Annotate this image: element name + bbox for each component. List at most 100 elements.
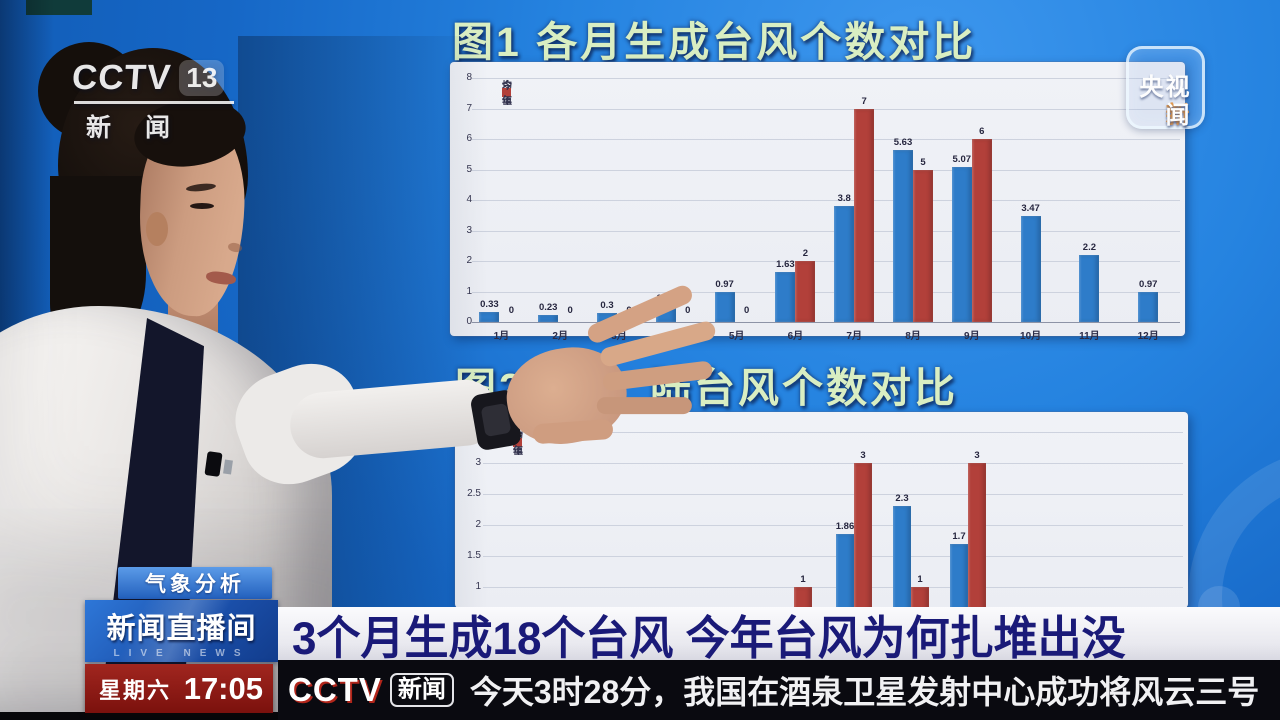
chart1-bar-value-mean-7月: 3.8 xyxy=(837,193,851,205)
chart1-ytick-label: 4 xyxy=(448,194,472,205)
chart2-bar-year-6月 xyxy=(794,587,812,608)
microphone-clip xyxy=(223,459,233,475)
chart1-bar-value-mean-6月: 1.63 xyxy=(776,259,795,271)
chart2-ytick-label: 1 xyxy=(457,581,481,592)
chart1-monthly-generated-typhoons: 012345678均值今年0.3301月0.2302月0.303月0.5304月… xyxy=(448,62,1185,342)
chart1-ytick-label: 3 xyxy=(448,225,472,236)
chart1-bar-value-year-3月: 0 xyxy=(626,305,632,316)
datetime-badge: 星期六 17:05 xyxy=(85,664,273,713)
lapel-microphone xyxy=(204,451,223,477)
chart1-bar-mean-12月 xyxy=(1138,292,1159,322)
chart1-bar-value-year-2月: 0 xyxy=(567,305,573,316)
chart1-bar-mean-1月 xyxy=(479,311,500,322)
chart2-gridline xyxy=(483,556,1183,557)
chart1-bar-mean-8月 xyxy=(893,150,913,322)
chart1-title: 图1 各月生成台风个数对比 xyxy=(452,19,977,65)
news-ticker: CCTV 新闻 今天3时28分，我国在酒泉卫星发射中心成功将风云三号 xyxy=(278,660,1280,720)
news-tag-box: 新闻 xyxy=(389,673,454,707)
headline-text: 3个月生成18个台风 今年台风为何扎堆出没 xyxy=(292,612,1126,660)
chart2-bar-value-year-8月: 1 xyxy=(917,574,923,585)
chart1-ytick-label: 2 xyxy=(448,255,472,266)
chart2-title-suffix: 陆台风个数对比 xyxy=(650,365,958,411)
chart1-bar-value-mean-1月: 0.33 xyxy=(480,298,499,310)
chart1-gridline xyxy=(472,261,1180,262)
chart1-gridline xyxy=(472,322,1180,323)
chart1-xtick-label: 7月 xyxy=(846,331,862,342)
chart1-gridline xyxy=(472,169,1180,171)
chart1-bar-mean-11月 xyxy=(1079,254,1100,322)
chart1-gridline xyxy=(472,108,1180,110)
chart1-bar-value-year-5月: 0 xyxy=(743,305,750,316)
chart2-gridline xyxy=(483,432,1183,433)
chart1-ytick-label: 8 xyxy=(448,72,472,83)
chart1-bar-mean-9月 xyxy=(951,167,972,322)
chart1-gridline xyxy=(472,139,1180,140)
presenter-eyebrow xyxy=(185,182,217,193)
chart1-bar-value-mean-10月: 3.47 xyxy=(1021,203,1040,215)
presenter-hair-back xyxy=(50,176,146,344)
cctv13-channel-logo: CCTV 13 新闻 xyxy=(70,58,262,148)
program-badge: 新闻直播间 LIVE NEWS xyxy=(85,600,278,662)
chart1-ytick-label: 5 xyxy=(448,164,472,175)
ticker-text: 今天3时28分，我国在酒泉卫星发射中心成功将风云三号 xyxy=(469,674,1260,710)
chart1-bar-value-mean-4月: 0.53 xyxy=(656,292,676,304)
chart1-bar-mean-7月 xyxy=(834,206,855,322)
chart1-xtick-label: 9月 xyxy=(964,331,980,342)
chart2-ytick-label: 3 xyxy=(457,457,481,468)
chart2-ytick-label: 2 xyxy=(457,519,481,530)
chart1-xtick-label: 12月 xyxy=(1137,331,1159,342)
yangshi-news-watermark: 央视 新闻 xyxy=(1126,46,1205,129)
weekday-label: 星期六 xyxy=(99,677,172,703)
chart1-bar-year-7月 xyxy=(854,108,875,322)
chart1-xtick-label: 1月 xyxy=(493,331,510,342)
chart1-xtick-label: 8月 xyxy=(905,331,921,342)
chart1-bar-value-year-4月: 0 xyxy=(685,305,691,316)
chart1-gridline xyxy=(472,78,1180,79)
watermark-char-wen: 闻 xyxy=(1165,101,1192,129)
cctv-wordmark: CCTV xyxy=(70,58,173,97)
legend-label: 今年 xyxy=(513,431,523,457)
watermark-char-xin: 新 xyxy=(1165,101,1192,129)
chart2-gridline xyxy=(483,463,1183,464)
topic-badge: 气象分析 xyxy=(118,567,272,599)
program-name: 新闻直播间 xyxy=(106,613,257,645)
chart1-ytick-label: 1 xyxy=(448,286,472,297)
chart2-bar-value-mean-8月: 2.3 xyxy=(895,493,909,505)
chart1-bar-value-mean-11月: 2.2 xyxy=(1082,241,1096,253)
edge-vignette xyxy=(0,0,54,720)
presenter-ear xyxy=(146,212,168,246)
chart1-xtick-label: 10月 xyxy=(1020,331,1042,342)
chart2-bar-value-mean-9月: 1.7 xyxy=(952,530,966,542)
logo-underline xyxy=(74,101,234,104)
chart1-bar-value-mean-5月: 0.97 xyxy=(715,279,734,291)
chart1-xtick-label: 6月 xyxy=(787,331,804,342)
chart2-bar-year-7月 xyxy=(854,463,872,608)
channel-subtitle: 新闻 xyxy=(86,114,205,142)
chart1-gridline xyxy=(472,230,1180,232)
chart1-xtick-label: 4月 xyxy=(670,331,686,342)
chart1-bar-value-year-9月: 6 xyxy=(979,126,985,137)
chart1-ytick-label: 0 xyxy=(448,316,472,327)
chart2-bar-value-year-6月: 1 xyxy=(800,574,806,585)
clock-time: 17:05 xyxy=(183,670,263,706)
chart1-bar-value-mean-12月: 0.97 xyxy=(1138,279,1158,291)
chart2-bar-year-9月 xyxy=(968,463,986,608)
chart2-bar-mean-8月 xyxy=(893,506,911,608)
legend-swatch xyxy=(502,87,511,97)
chart2-bar-mean-9月 xyxy=(950,543,968,608)
watermark-line1: 央视 xyxy=(1139,73,1192,101)
chart2-bar-value-mean-7月: 1.86 xyxy=(835,520,855,532)
chart1-xtick-label: 2月 xyxy=(552,331,568,342)
presenter-eye xyxy=(190,203,214,209)
chart2-bar-value-year-7月: 3 xyxy=(860,450,866,461)
chart1-xtick-label: 11月 xyxy=(1079,331,1100,342)
chart1-bar-value-mean-9月: 5.07 xyxy=(952,154,972,166)
chart1-bar-value-year-8月: 5 xyxy=(920,156,926,168)
chart2-gridline xyxy=(483,494,1183,495)
legend-label: 今年 xyxy=(502,81,512,107)
chart2-bar-value-year-9月: 3 xyxy=(974,450,980,461)
monitor-bezel-edge xyxy=(26,0,92,15)
chart1-bar-year-9月 xyxy=(971,139,992,322)
presenter-shadow xyxy=(238,36,488,696)
